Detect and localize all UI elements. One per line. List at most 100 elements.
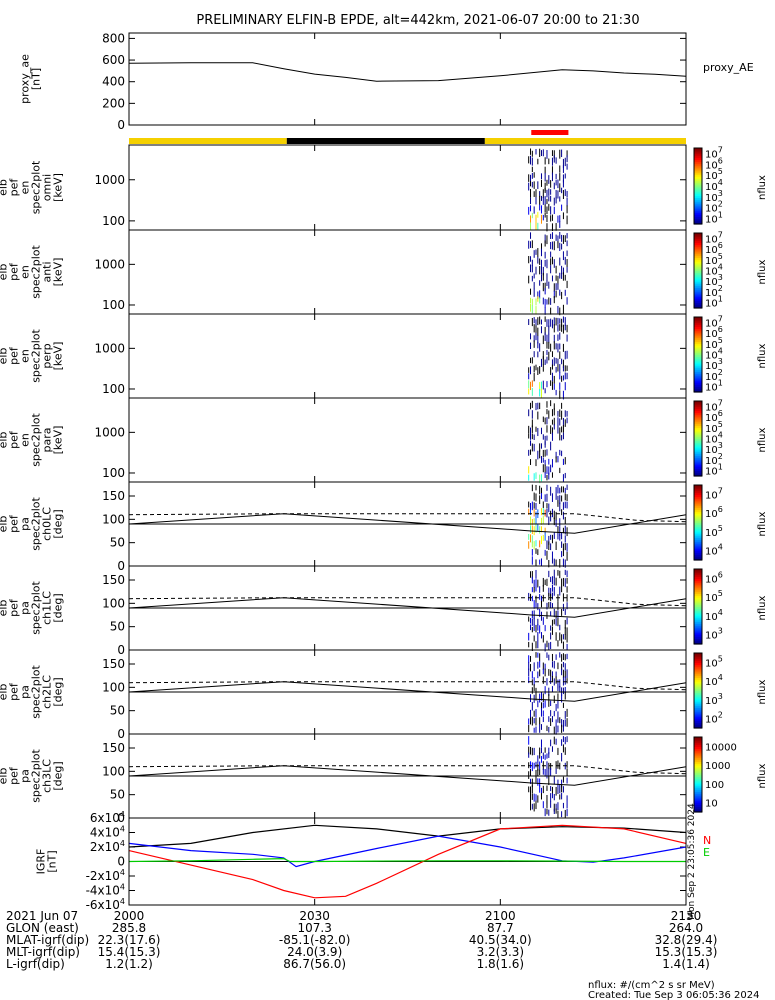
y-axis-label: elbpefenspec2plotperp[keV] xyxy=(0,329,65,383)
heatmap-cell xyxy=(551,653,553,662)
heatmap-cell xyxy=(550,318,552,327)
heatmap-cell xyxy=(548,535,550,545)
heatmap-cell xyxy=(530,769,532,776)
heatmap-cell xyxy=(553,726,555,735)
colorbar-segment xyxy=(694,363,702,367)
colorbar-frame xyxy=(693,147,703,225)
colorbar-segment xyxy=(694,274,702,277)
colorbar-segment xyxy=(694,187,702,191)
heatmap-cell xyxy=(539,366,541,374)
colorbar-segment xyxy=(694,552,702,555)
igrf-series-line xyxy=(128,835,687,868)
heatmap-cell xyxy=(561,375,563,382)
heatmap-cell xyxy=(551,786,553,794)
colorbar-segment xyxy=(694,486,702,490)
heatmap-cell xyxy=(531,166,533,173)
heatmap-cell xyxy=(533,803,535,812)
heatmap-cell xyxy=(564,365,566,372)
colorbar-segment xyxy=(694,546,702,550)
colorbar-segment xyxy=(694,772,702,776)
colorbar-segment xyxy=(694,268,702,272)
heatmap-cell xyxy=(531,317,533,327)
heatmap-cell xyxy=(542,380,544,390)
colorbar-segment xyxy=(694,746,702,749)
colorbar-segment xyxy=(694,800,702,804)
heatmap-cell xyxy=(564,535,566,543)
heatmap-cell xyxy=(561,149,563,158)
heatmap-cell xyxy=(550,543,552,551)
heatmap-cell xyxy=(550,486,552,496)
colorbar-label: nflux xyxy=(757,595,768,620)
heatmap-cell xyxy=(528,319,530,326)
heatmap-cell xyxy=(559,324,561,331)
heatmap-cell xyxy=(559,351,561,359)
heatmap-cell xyxy=(535,364,537,371)
footer-ephemeris: 2021 Jun 07 2000 2030 2100 2130 GLON (east) 28… xyxy=(6,909,760,1000)
colorbar-segment xyxy=(694,208,702,212)
heatmap-cell xyxy=(559,487,561,494)
heatmap-cell xyxy=(530,402,532,410)
panel-igrf: IGRF[nT]-6x104-4x104-2x10402x1044x1046x1… xyxy=(35,803,712,920)
heatmap-cell xyxy=(530,197,532,205)
heatmap-cell xyxy=(530,717,532,725)
heatmap-cell xyxy=(561,668,563,676)
colorbar-segment xyxy=(694,159,702,162)
colorbar-label: nflux xyxy=(757,511,768,536)
colorbar-segment xyxy=(694,492,702,495)
colorbar-segment xyxy=(694,509,702,512)
colorbar-tick-label: 106 xyxy=(705,325,723,340)
colorbar-tick-label: 1000 xyxy=(705,761,730,772)
colorbar-tick-label: 103 xyxy=(705,692,723,707)
heatmap-cell xyxy=(540,248,542,257)
colorbar-tick-label: 10000 xyxy=(705,742,737,753)
colorbar-segment xyxy=(694,216,702,219)
heatmap-cell xyxy=(531,762,533,772)
heatmap-cell xyxy=(555,676,557,684)
heatmap-cell xyxy=(559,570,561,579)
heatmap-cell xyxy=(548,466,550,475)
heatmap-cell xyxy=(566,643,568,651)
colorbar-segment xyxy=(694,402,702,406)
heatmap-cell xyxy=(533,172,535,178)
colorbar-segment xyxy=(694,251,702,255)
heatmap-cell xyxy=(564,410,566,417)
colorbar-segment xyxy=(694,298,702,302)
heatmap-cell xyxy=(562,744,564,753)
heatmap-cell xyxy=(544,494,546,502)
heatmap-cell xyxy=(566,761,568,768)
heatmap-cell xyxy=(566,215,568,225)
heatmap-cell xyxy=(531,525,533,535)
heatmap-cell xyxy=(540,487,542,494)
heatmap-cell xyxy=(561,654,563,662)
heatmap-cell xyxy=(551,592,553,600)
panel-pa_ch0: elbpefpaspec2plotch0LC[deg] 0 50 100 150 104 1… xyxy=(0,481,768,573)
heatmap-cell xyxy=(533,502,535,509)
heatmap-cell xyxy=(546,341,548,349)
colorbar-segment xyxy=(694,608,702,611)
heatmap-cell xyxy=(546,425,548,433)
heatmap-cell xyxy=(528,508,530,515)
colorbar-segment xyxy=(694,348,702,352)
anti-loss-cone-line xyxy=(128,765,687,775)
heatmap-cell xyxy=(544,663,546,670)
heatmap-cell xyxy=(535,794,537,801)
heatmap-cell xyxy=(531,357,533,364)
heatmap-cell xyxy=(537,640,539,649)
heatmap-cell xyxy=(546,449,548,456)
heatmap-cell xyxy=(557,779,559,788)
y-tick-label: 1000 xyxy=(94,173,125,187)
heatmap-cell xyxy=(553,660,555,669)
heatmap-cell xyxy=(531,400,533,408)
heatmap-cell xyxy=(548,570,550,578)
heatmap-cell xyxy=(559,307,561,316)
heatmap-cell xyxy=(540,456,542,463)
colorbar-tick-label: 101 xyxy=(705,295,723,310)
colorbar-segment xyxy=(694,214,702,217)
panel-en_omni: elbpefenspec2plotomni[keV]10010001011021… xyxy=(0,144,768,232)
heatmap-cell xyxy=(561,752,563,762)
colorbar-tick-label: 107 xyxy=(705,398,723,413)
colorbar-segment xyxy=(694,172,702,176)
colorbar-segment xyxy=(694,714,702,718)
heatmap-cell xyxy=(561,426,563,433)
colorbar-segment xyxy=(694,656,702,660)
